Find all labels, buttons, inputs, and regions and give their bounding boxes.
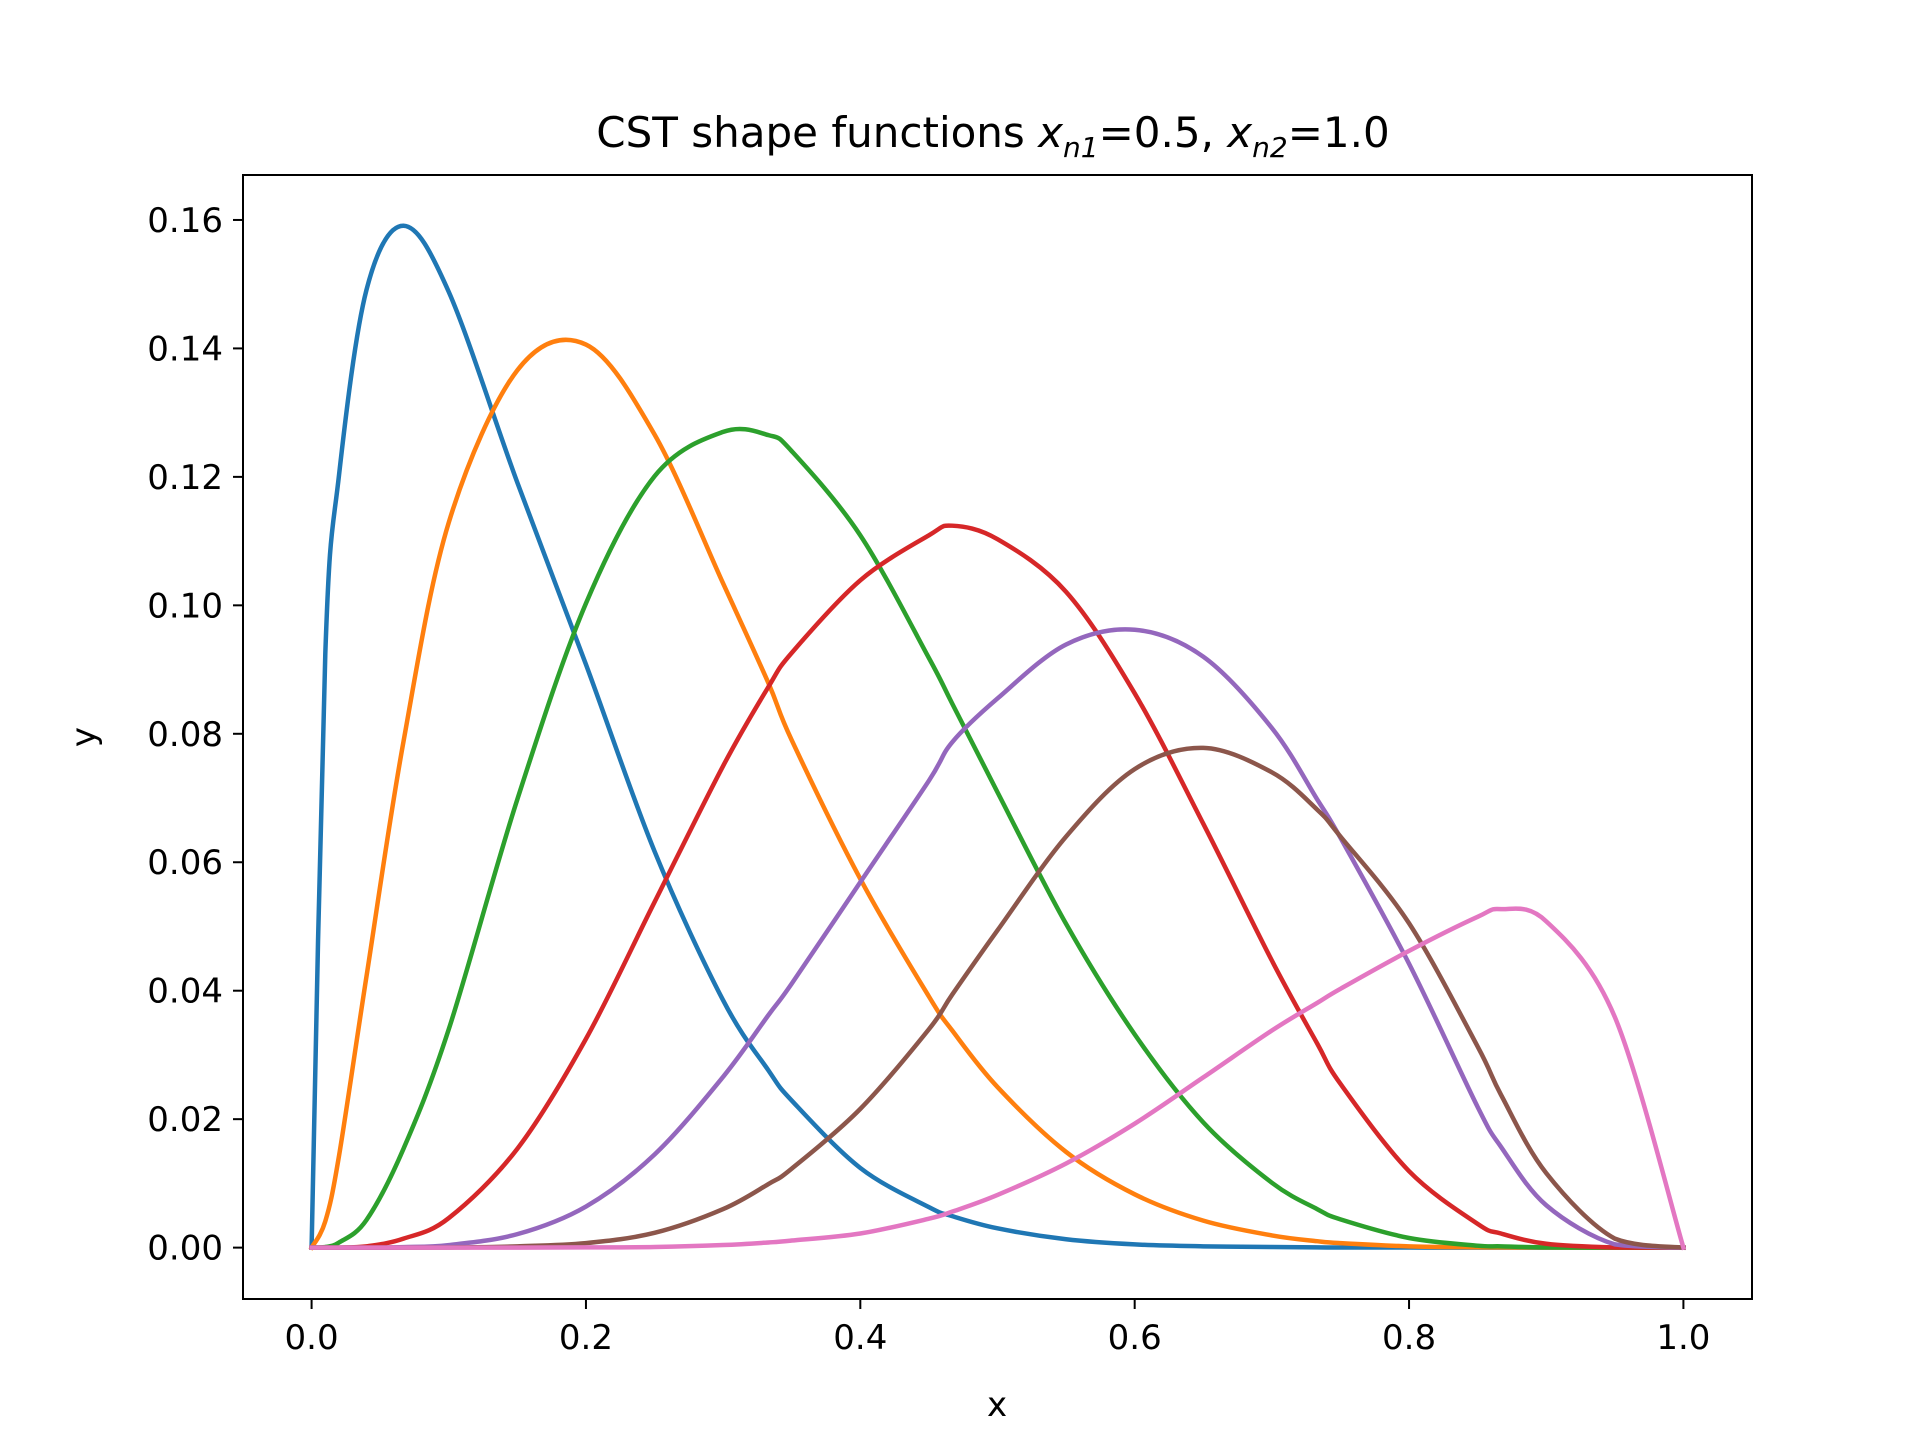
y-tick-label: 0.00 bbox=[147, 1229, 223, 1269]
y-tick-label: 0.12 bbox=[147, 458, 223, 498]
series-line-3 bbox=[309, 426, 1686, 1250]
y-tick-label: 0.10 bbox=[147, 586, 223, 626]
series-line-1 bbox=[309, 223, 1686, 1250]
x-tick-label: 0.4 bbox=[833, 1318, 887, 1358]
x-axis-label: x bbox=[987, 1385, 1007, 1425]
x-tick-label: 0.2 bbox=[559, 1318, 613, 1358]
x-tick-label: 0.6 bbox=[1108, 1318, 1162, 1358]
y-tick-label: 0.04 bbox=[147, 972, 223, 1012]
x-tick-label: 1.0 bbox=[1656, 1318, 1710, 1358]
y-tick-label: 0.14 bbox=[147, 329, 223, 369]
y-tick-label: 0.02 bbox=[147, 1100, 223, 1140]
y-tick-label: 0.16 bbox=[147, 201, 223, 241]
x-tick-label: 0.8 bbox=[1382, 1318, 1436, 1358]
chart-title: CST shape functions xn1=0.5, xn2=1.0 bbox=[596, 108, 1389, 164]
plot-frame bbox=[242, 174, 1753, 1300]
x-axis-ticks: 0.0 0.2 0.4 0.6 0.8 1.0 bbox=[285, 1299, 1710, 1358]
y-axis-ticks: 0.00 0.02 0.04 0.06 0.08 0.10 0.12 0.14 0.16 bbox=[147, 201, 243, 1269]
y-tick-label: 0.08 bbox=[147, 715, 223, 755]
series-lines bbox=[308, 223, 1687, 1251]
series-line-6 bbox=[309, 745, 1686, 1251]
y-tick-label: 0.06 bbox=[147, 843, 223, 883]
x-tick-label: 0.0 bbox=[285, 1318, 339, 1358]
y-axis-label: y bbox=[64, 727, 104, 747]
series-line-5 bbox=[309, 627, 1686, 1250]
series-line-4 bbox=[309, 523, 1686, 1250]
series-line-7 bbox=[309, 906, 1687, 1251]
